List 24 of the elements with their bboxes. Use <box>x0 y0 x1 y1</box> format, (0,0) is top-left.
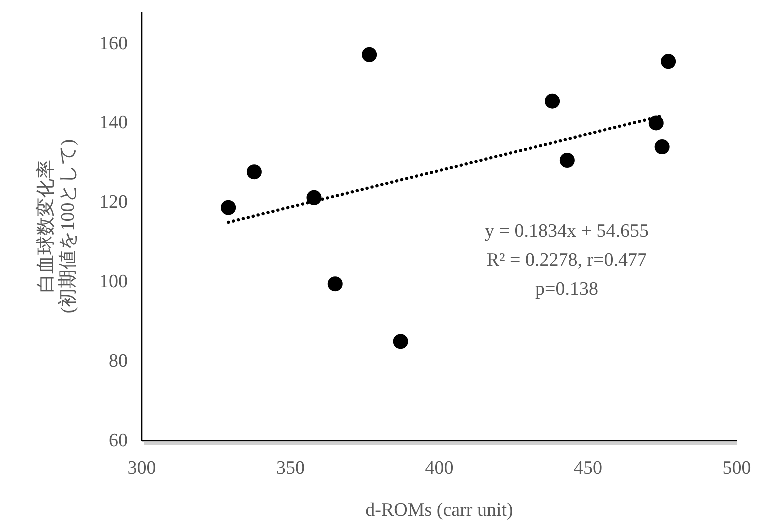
point <box>661 54 676 70</box>
point <box>328 276 343 292</box>
x-tick-label: 300 <box>128 458 156 479</box>
y-tick-label: 80 <box>109 351 128 372</box>
point <box>393 334 408 350</box>
point <box>362 47 378 62</box>
point <box>221 200 236 216</box>
point <box>246 164 262 180</box>
point <box>545 94 560 109</box>
y-tick-label: 160 <box>100 33 128 54</box>
point <box>654 140 670 155</box>
x-tick-label: 350 <box>276 458 305 479</box>
x-tick-label: 450 <box>574 458 602 479</box>
y-axis-title: 白血球数変化率 (初期値を100として) <box>35 139 79 314</box>
x-tick-label: 400 <box>425 458 454 479</box>
point <box>648 116 664 131</box>
point <box>560 153 575 168</box>
y-tick-label: 140 <box>100 112 128 134</box>
y-tick-label: 100 <box>100 272 128 293</box>
annotation: y = 0.1834x + 54.655 R² = 0.2278, r=0.477 p=0.138 <box>485 221 649 300</box>
y-tick-label: 120 <box>100 192 128 214</box>
x-tick-label: 500 <box>722 458 752 479</box>
x-axis-title: d-ROMs (carr unit) <box>366 500 514 521</box>
y-tick-label: 60 <box>109 430 128 452</box>
